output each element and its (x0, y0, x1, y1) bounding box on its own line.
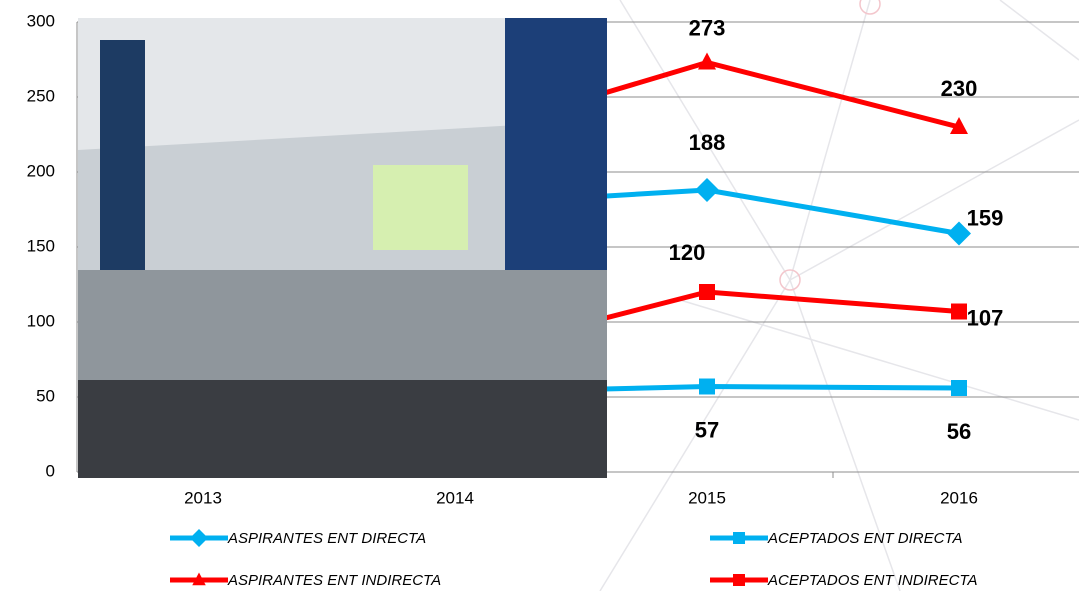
x-tick-label: 2016 (940, 488, 978, 507)
data-label: 273 (689, 15, 726, 40)
background-pattern (599, 0, 1079, 591)
marker (733, 574, 745, 586)
legend-label: ASPIRANTES ENT DIRECTA (227, 530, 426, 547)
data-label: 56 (947, 419, 971, 444)
y-tick-label: 50 (36, 386, 55, 405)
marker (699, 284, 715, 300)
legend-label: ASPIRANTES ENT INDIRECTA (227, 572, 441, 589)
data-label: 107 (967, 305, 1004, 330)
y-tick-label: 100 (27, 311, 55, 330)
photo-curtain (505, 18, 607, 318)
y-tick-label: 150 (27, 236, 55, 255)
y-tick-label: 200 (27, 161, 55, 180)
x-tick-label: 2014 (436, 488, 474, 507)
marker (698, 52, 716, 70)
marker (699, 378, 715, 395)
x-tick-label: 2015 (688, 488, 726, 507)
marker (951, 303, 967, 320)
marker (192, 572, 206, 586)
legend: ASPIRANTES ENT DIRECTA ACEPTADOS ENT DIRE… (170, 529, 977, 589)
photo-ceiling (78, 18, 607, 150)
marker (947, 221, 971, 246)
marker (190, 529, 208, 547)
data-label: 57 (695, 417, 719, 442)
photo-desks (78, 380, 607, 478)
y-tick-label: 0 (46, 461, 55, 480)
x-tick-label: 2013 (184, 488, 222, 507)
photo (78, 18, 607, 478)
y-tick-label: 300 (27, 11, 55, 30)
marker (950, 117, 968, 134)
data-label: 188 (689, 130, 726, 155)
marker (733, 532, 745, 544)
marker (951, 380, 967, 396)
data-label: 159 (967, 205, 1004, 230)
legend-label: ACEPTADOS ENT DIRECTA (767, 530, 962, 547)
y-tick-label: 250 (27, 86, 55, 105)
data-label: 230 (941, 76, 978, 101)
marker (695, 178, 719, 202)
data-label: 120 (669, 240, 706, 265)
photo-screen (373, 165, 468, 250)
legend-label: ACEPTADOS ENT INDIRECTA (767, 572, 977, 589)
